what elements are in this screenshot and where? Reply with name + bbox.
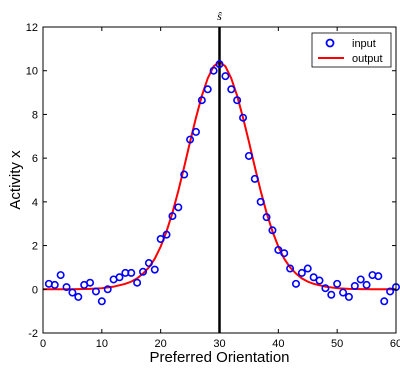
input-point <box>91 287 100 296</box>
input-point <box>174 203 183 212</box>
y-axis-label: Activity x <box>7 150 24 210</box>
legend-input-label: input <box>352 38 376 50</box>
input-point <box>303 264 312 273</box>
input-point <box>74 292 83 301</box>
input-point <box>150 265 159 274</box>
input-point <box>327 290 336 299</box>
y-tick-label: 6 <box>32 153 38 165</box>
legend-input-marker <box>325 38 335 48</box>
input-point <box>344 292 353 301</box>
input-point <box>250 174 259 183</box>
x-tick-label: 60 <box>390 338 400 350</box>
input-point <box>162 230 171 239</box>
input-point <box>256 197 265 206</box>
input-point <box>227 85 236 94</box>
input-point <box>362 280 371 289</box>
y-tick-label: 10 <box>26 66 38 78</box>
input-point <box>197 96 206 105</box>
input-point <box>97 297 106 306</box>
input-point <box>321 284 330 293</box>
input-point <box>297 268 306 277</box>
x-tick-label: 0 <box>40 338 46 350</box>
input-point <box>280 249 289 258</box>
input-point <box>374 272 383 281</box>
y-tick-label: 0 <box>32 284 38 296</box>
input-point <box>186 135 195 144</box>
input-point <box>180 170 189 179</box>
input-point <box>380 297 389 306</box>
input-point <box>168 212 177 221</box>
input-point <box>350 282 359 291</box>
input-point <box>68 288 77 297</box>
input-point <box>356 275 365 284</box>
y-tick-label: 8 <box>32 109 38 121</box>
x-tick-label: 20 <box>155 338 167 350</box>
input-point <box>86 278 95 287</box>
input-point <box>333 279 342 288</box>
x-tick-label: 30 <box>213 338 225 350</box>
input-point <box>127 268 136 277</box>
input-point <box>103 285 112 294</box>
input-point <box>56 271 65 280</box>
input-point <box>309 273 318 282</box>
x-tick-label: 40 <box>272 338 284 350</box>
input-point <box>286 264 295 273</box>
input-point <box>239 113 248 122</box>
input-point <box>215 60 224 69</box>
input-point <box>139 267 148 276</box>
legend-output-label: output <box>352 53 383 65</box>
input-point <box>191 127 200 136</box>
input-point <box>221 72 230 81</box>
x-tick-label: 10 <box>96 338 108 350</box>
legend: input output <box>311 32 392 68</box>
input-point <box>291 279 300 288</box>
x-tick-label: 50 <box>331 338 343 350</box>
y-tick-label: 12 <box>26 22 38 34</box>
input-point <box>133 278 142 287</box>
input-point <box>268 226 277 235</box>
input-point <box>244 151 253 160</box>
input-point <box>315 276 324 285</box>
legend-box <box>311 32 392 68</box>
input-point <box>203 85 212 94</box>
y-tick-label: -2 <box>28 328 38 340</box>
input-point <box>262 213 271 222</box>
x-axis-label: Preferred Orientation <box>149 349 289 366</box>
input-point <box>50 280 59 289</box>
input-point <box>209 66 218 75</box>
input-point <box>233 96 242 105</box>
input-point <box>386 287 395 296</box>
s-hat-annotation: ŝ <box>217 9 222 23</box>
input-point <box>339 288 348 297</box>
input-point <box>62 283 71 292</box>
y-tick-label: 4 <box>32 197 38 209</box>
y-tick-label: 2 <box>32 241 38 253</box>
input-point <box>156 235 165 244</box>
input-point <box>144 259 153 268</box>
input-point <box>115 273 124 282</box>
input-point <box>274 245 283 254</box>
